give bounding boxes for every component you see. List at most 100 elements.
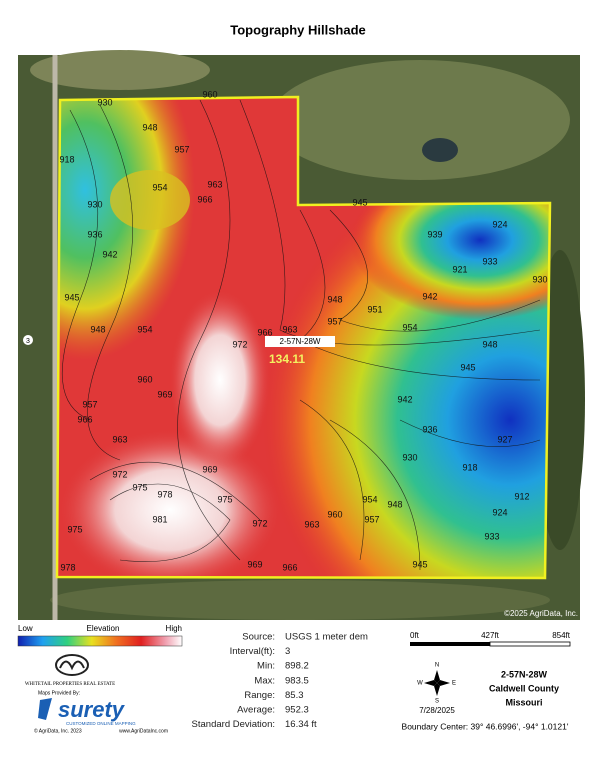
contour-label: 972	[112, 469, 127, 479]
parcel-boundary	[55, 95, 552, 580]
contour-label: 927	[497, 434, 512, 444]
provided: Maps Provided By:	[38, 690, 80, 696]
contour-label: 963	[282, 324, 297, 334]
whitetail-logo	[55, 654, 89, 676]
stat-value: 983.5	[285, 675, 309, 686]
brand: surety	[58, 697, 126, 722]
stat-label: Interval(ft):	[230, 646, 275, 657]
contour-label: 978	[60, 562, 75, 572]
contour-label: 948	[90, 324, 105, 334]
contour-label: 975	[217, 494, 232, 504]
legend-low: Low	[18, 624, 33, 633]
contour-label: 948	[387, 499, 402, 509]
contour-label: 969	[202, 464, 217, 474]
contour-label: 954	[362, 494, 377, 504]
contour-label: 942	[397, 394, 412, 404]
contour-label: 966	[282, 562, 297, 572]
stat-value: 16.34 ft	[285, 719, 317, 730]
contour-label: 924	[492, 219, 507, 229]
road-label: 3	[26, 338, 30, 345]
contour-label: 954	[152, 182, 167, 192]
stat-label: Min:	[257, 661, 275, 672]
contour-label: 954	[402, 322, 417, 332]
contour-label: 966	[257, 327, 272, 337]
contour-label: 945	[352, 197, 367, 207]
contour-label: 930	[532, 274, 547, 284]
section: 2-57N-28W	[501, 669, 548, 679]
contour-label: 972	[232, 339, 247, 349]
scale-label: 854ft	[552, 631, 571, 640]
contour-label: 954	[137, 324, 152, 334]
contour-label: 918	[59, 154, 74, 164]
stat-value: 3	[285, 646, 290, 657]
title: Topography Hillshade	[230, 22, 366, 37]
contour-label: 930	[97, 97, 112, 107]
contour-label: 933	[484, 531, 499, 541]
acres: 134.11	[269, 352, 305, 366]
compass-s: S	[435, 699, 439, 705]
contour-label: 939	[427, 229, 442, 239]
stat-label: Max:	[254, 675, 275, 686]
tagline: CUSTOMIZED ONLINE MAPPING	[66, 721, 136, 726]
contour-label: 972	[252, 518, 267, 528]
contour-label: 921	[452, 264, 467, 274]
contour-label: 969	[157, 389, 172, 399]
stat-value: USGS 1 meter dem	[285, 632, 368, 643]
contour-label: 960	[137, 374, 152, 384]
scale-label: 0ft	[410, 631, 420, 640]
stat-label: Standard Deviation:	[192, 719, 275, 730]
contour-label: 942	[422, 291, 437, 301]
contour-label: 948	[327, 294, 342, 304]
contour-label: 981	[152, 514, 167, 524]
surety-icon	[38, 698, 52, 720]
stat-label: Range:	[244, 690, 275, 701]
contour-label: 951	[367, 304, 382, 314]
contour-label: 930	[402, 452, 417, 462]
contour-label: 912	[514, 491, 529, 501]
date: 7/28/2025	[419, 706, 455, 715]
compass-w: W	[417, 681, 423, 687]
contour-label: 975	[67, 524, 82, 534]
logo-copyright: © AgriData, Inc. 2023	[34, 727, 82, 734]
stats: Source: USGS 1 meter dem Interval(ft): 3 Min…	[192, 632, 368, 731]
contour-label: 966	[77, 414, 92, 424]
contour-label: 945	[412, 559, 427, 569]
compass-e: E	[452, 681, 456, 687]
contour-label: 975	[132, 482, 147, 492]
contour-label: 978	[157, 489, 172, 499]
contour-label: 924	[492, 507, 507, 517]
legend-high: High	[166, 624, 182, 633]
scale-labels: 0ft 427ft 854ft	[410, 631, 571, 640]
legend-bar	[17, 635, 183, 647]
scale-bar	[410, 641, 571, 647]
contour-label: 966	[197, 194, 212, 204]
contour-label: 945	[64, 292, 79, 302]
contour-label: 963	[304, 519, 319, 529]
legend-title: Elevation	[87, 624, 120, 633]
contour-label: 969	[247, 559, 262, 569]
contour-label: 936	[87, 229, 102, 239]
compass-rose	[424, 670, 450, 696]
company: WHITETAIL PROPERTIES REAL ESTATE	[25, 682, 115, 687]
contour-label: 960	[202, 89, 217, 99]
contour-label: 957	[174, 144, 189, 154]
contour-label: 957	[82, 399, 97, 409]
contour-label: 948	[482, 339, 497, 349]
website: www.AgriDataInc.com	[119, 728, 168, 734]
scale-label: 427ft	[481, 631, 500, 640]
state: Missouri	[505, 697, 542, 707]
contour-label: 960	[327, 509, 342, 519]
stat-label: Average:	[237, 705, 275, 716]
contour-label: 936	[422, 424, 437, 434]
contour-label: 933	[482, 256, 497, 266]
compass-n: N	[435, 663, 439, 669]
parcel-label: 2-57N-28W	[280, 337, 321, 346]
parcel-label-box	[265, 336, 335, 347]
contour-label: 948	[142, 122, 157, 132]
contour-label: 918	[462, 462, 477, 472]
contour-label: 957	[327, 316, 342, 326]
contour-label: 942	[102, 249, 117, 259]
stat-value: 952.3	[285, 705, 309, 716]
